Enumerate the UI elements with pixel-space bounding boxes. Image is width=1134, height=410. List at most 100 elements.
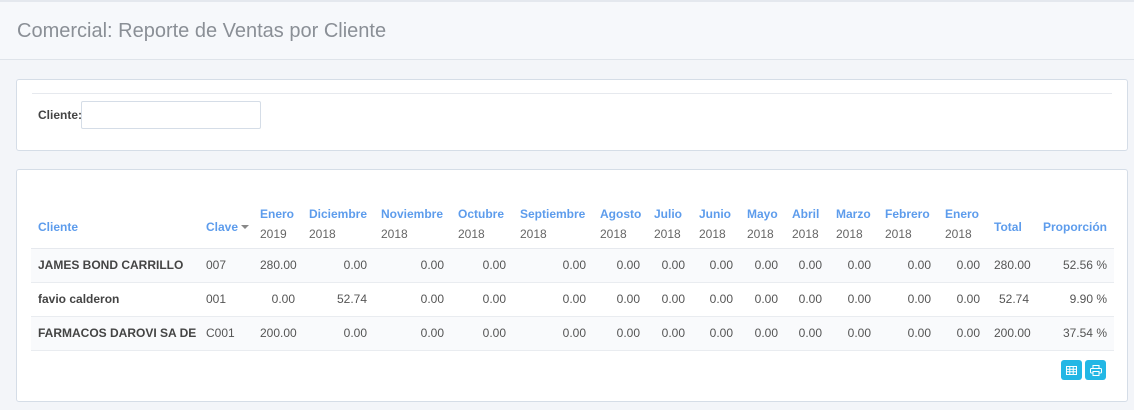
page-title: Comercial: Reporte de Ventas por Cliente [17, 20, 387, 42]
cell-total: 280.00 [987, 248, 1036, 283]
month-label: Enero [945, 206, 980, 221]
cell-month-value: 0.00 [740, 282, 785, 317]
cliente-label: Cliente: [38, 108, 83, 122]
cell-month-value: 0.00 [451, 248, 513, 283]
cell-month-value: 0.00 [451, 316, 513, 351]
header-month[interactable]: Enero 2019 [253, 190, 302, 249]
header-month[interactable]: Septiembre 2018 [513, 190, 593, 249]
year-label: 2018 [600, 226, 627, 241]
cell-month-value: 0.00 [878, 282, 938, 317]
header-proporcion[interactable]: Proporción [1036, 190, 1114, 249]
cell-month-value: 0.00 [593, 282, 647, 317]
cell-proporcion: 37.54 % [1036, 316, 1114, 351]
cell-month-value: 0.00 [374, 316, 451, 351]
header-month[interactable]: Marzo 2018 [829, 190, 878, 249]
year-label: 2018 [747, 226, 774, 241]
header-month[interactable]: Julio 2018 [647, 190, 692, 249]
year-label: 2018 [885, 226, 912, 241]
year-label: 2018 [458, 226, 485, 241]
cell-month-value: 0.00 [513, 248, 593, 283]
cell-month-value: 0.00 [374, 248, 451, 283]
cell-month-value: 200.00 [253, 316, 302, 351]
cell-month-value: 0.00 [878, 248, 938, 283]
cell-month-value: 0.00 [785, 248, 829, 283]
cell-month-value: 0.00 [938, 282, 987, 317]
divider [32, 93, 1112, 94]
cell-total: 200.00 [987, 316, 1036, 351]
year-label: 2018 [654, 226, 681, 241]
cell-month-value: 0.00 [513, 316, 593, 351]
header-clave[interactable]: Clave [199, 190, 253, 249]
cell-clave: 001 [199, 282, 253, 317]
month-label: Junio [699, 206, 731, 221]
month-label: Julio [654, 206, 683, 221]
cell-proporcion: 9.90 % [1036, 282, 1114, 317]
table-row: JAMES BOND CARRILLO 007 280.00 0.00 0.00 0.00… [31, 248, 1114, 283]
header-month[interactable]: Noviembre 2018 [374, 190, 451, 249]
cell-month-value: 0.00 [302, 316, 374, 351]
month-label: Diciembre [309, 206, 368, 221]
cell-month-value: 0.00 [302, 248, 374, 283]
cell-month-value: 0.00 [647, 282, 692, 317]
cell-proporcion: 52.56 % [1036, 248, 1114, 283]
print-button[interactable] [1085, 360, 1106, 380]
cell-month-value: 0.00 [785, 316, 829, 351]
header-month[interactable]: Febrero 2018 [878, 190, 938, 249]
header-clave-label: Clave [206, 219, 239, 234]
cell-month-value: 0.00 [647, 248, 692, 283]
cell-cliente: favio calderon [31, 282, 199, 317]
cell-month-value: 0.00 [878, 316, 938, 351]
cell-month-value: 0.00 [593, 316, 647, 351]
header-month[interactable]: Mayo 2018 [740, 190, 785, 249]
month-label: Marzo [836, 206, 871, 221]
cell-cliente: JAMES BOND CARRILLO [31, 248, 199, 283]
cell-clave: 007 [199, 248, 253, 283]
cell-month-value: 0.00 [829, 248, 878, 283]
table-row: FARMACOS DAROVI SA DE CV C001 200.00 0.00 0.… [31, 316, 1114, 351]
header-total[interactable]: Total [987, 190, 1036, 249]
cell-month-value: 0.00 [451, 282, 513, 317]
cell-month-value: 0.00 [938, 248, 987, 283]
month-label: Enero [260, 206, 295, 221]
year-label: 2018 [699, 226, 726, 241]
month-label: Noviembre [381, 206, 444, 221]
month-label: Febrero [885, 206, 930, 221]
cell-month-value: 0.00 [938, 316, 987, 351]
month-label: Octubre [458, 206, 505, 221]
cell-month-value: 0.00 [647, 316, 692, 351]
month-label: Abril [792, 206, 820, 221]
cell-month-value: 280.00 [253, 248, 302, 283]
header-month[interactable]: Enero 2018 [938, 190, 987, 249]
header-month[interactable]: Agosto 2018 [593, 190, 647, 249]
year-label: 2019 [260, 226, 287, 241]
year-label: 2018 [836, 226, 863, 241]
print-icon [1089, 364, 1102, 376]
header-month[interactable]: Abril 2018 [785, 190, 829, 249]
cell-clave: C001 [199, 316, 253, 351]
filter-panel: Cliente: [16, 79, 1128, 151]
header-month[interactable]: Octubre 2018 [451, 190, 513, 249]
cell-month-value: 0.00 [374, 282, 451, 317]
cell-month-value: 0.00 [513, 282, 593, 317]
year-label: 2018 [945, 226, 972, 241]
cliente-input[interactable] [81, 101, 261, 129]
year-label: 2018 [381, 226, 408, 241]
sales-table: Cliente Clave Enero 2019 Diciembre 2018 Novi… [31, 190, 1114, 351]
sort-desc-icon [241, 225, 250, 230]
cell-month-value: 0.00 [785, 282, 829, 317]
cell-month-value: 0.00 [829, 282, 878, 317]
year-label: 2018 [309, 226, 336, 241]
cell-month-value: 52.74 [302, 282, 374, 317]
cell-month-value: 0.00 [692, 316, 740, 351]
header-cliente[interactable]: Cliente [31, 190, 199, 249]
top-border [0, 0, 1134, 2]
cell-total: 52.74 [987, 282, 1036, 317]
header-cliente-label: Cliente [38, 219, 79, 234]
year-label: 2018 [792, 226, 819, 241]
cell-month-value: 0.00 [692, 248, 740, 283]
export-excel-button[interactable] [1061, 360, 1082, 380]
header-month[interactable]: Diciembre 2018 [302, 190, 374, 249]
page-header: Comercial: Reporte de Ventas por Cliente [0, 2, 1134, 60]
header-month[interactable]: Junio 2018 [692, 190, 740, 249]
month-label: Agosto [600, 206, 642, 221]
